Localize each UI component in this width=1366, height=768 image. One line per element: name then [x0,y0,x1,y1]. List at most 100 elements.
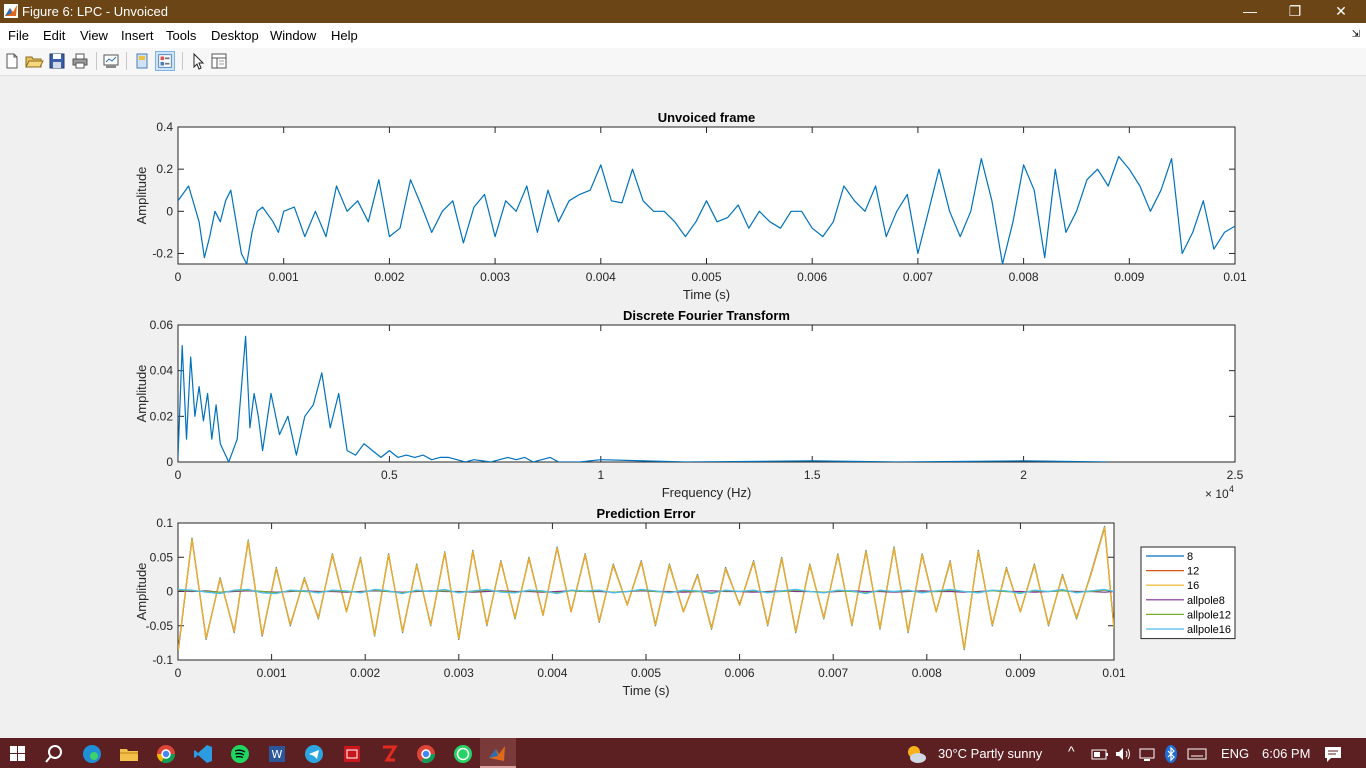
show-plot-tools-icon[interactable] [155,51,175,71]
x-tick-label: 1.5 [804,468,821,482]
x-tick-label: 0.002 [350,666,380,680]
x-tick-label: 0.004 [537,666,567,680]
legend-box [1140,546,1236,640]
legend-entry: allpole12 [1187,609,1231,621]
x-tick-label: 0.006 [725,666,755,680]
restore-button[interactable]: ❐ [1288,3,1302,19]
menu-help[interactable]: Help [331,28,358,43]
hide-plot-tools-icon[interactable] [132,51,152,71]
telegram-icon[interactable] [303,743,325,765]
series-line-0-0 [178,155,1235,264]
plot-area [177,324,1236,463]
word-icon[interactable]: W [266,743,288,765]
menu-file[interactable]: File [8,28,29,43]
figure-canvas: 0 0.001 0.002 0.003 0.004 0.005 0.006 0.007 0.00… [0,76,1366,736]
x-tick-label: 0.009 [1005,666,1035,680]
legend[interactable]: 8 12 16 allpole8 allpole12 allpole16 [1140,546,1236,640]
whatsapp-icon[interactable] [452,743,474,765]
show-hidden-icons-icon[interactable]: ^ [1068,743,1075,759]
print-icon[interactable] [70,51,90,71]
chart-title: Prediction Error [597,506,696,521]
x-tick-label: 0.002 [374,270,404,284]
legend-entry: allpole8 [1187,595,1225,607]
legend-entry: 12 [1187,566,1199,578]
filezilla-icon[interactable] [378,743,400,765]
weather-text[interactable]: 30°C Partly sunny [938,746,1043,761]
y-tick-label: 0.02 [150,409,174,423]
svg-text:W: W [272,748,283,761]
toolbar-separator [96,52,97,70]
vscode-icon[interactable] [192,743,214,765]
plot-area [177,126,1236,265]
adobe-icon[interactable] [341,743,363,765]
y-tick-label: 0.05 [150,550,174,564]
toolbar-separator [126,52,127,70]
new-figure-icon[interactable] [2,51,22,71]
title-bar: Figure 6: LPC - Unvoiced — ❐ ✕ [0,0,1366,23]
close-button[interactable]: ✕ [1335,3,1347,19]
x-tick-label: 0 [175,666,182,680]
x-tick-label: 0.001 [269,270,299,284]
x-tick-label: 0.003 [444,666,474,680]
keyboard-icon[interactable] [1186,743,1208,765]
menu-tools[interactable]: Tools [166,28,197,43]
x-exponent-base: × 10 [1205,487,1229,501]
volume-icon[interactable] [1112,743,1134,765]
x-tick-label: 0.006 [797,270,827,284]
y-tick-label: 0.4 [156,120,173,134]
x-tick-label: 1 [597,468,604,482]
y-tick-label: 0.04 [150,364,174,378]
menu-edit[interactable]: Edit [43,28,66,43]
x-tick-label: 0 [175,270,182,284]
property-inspector-icon[interactable] [209,51,229,71]
minimize-button[interactable]: — [1243,3,1257,19]
battery-icon[interactable] [1089,743,1111,765]
menu-insert[interactable]: Insert [121,28,154,43]
x-tick-label: 0.001 [257,666,287,680]
language-indicator[interactable]: ENG [1221,746,1250,761]
clock[interactable]: 6:06 PM [1262,746,1311,761]
link-plot-icon[interactable] [101,51,121,71]
chrome-profile-icon[interactable] [415,743,437,765]
x-tick-label: 2.5 [1227,468,1244,482]
edge-icon[interactable] [81,743,103,765]
toolbar-separator [182,52,183,70]
chrome-icon[interactable] [155,743,177,765]
search-icon[interactable] [43,743,65,765]
y-tick-label: -0.2 [152,246,173,260]
open-file-icon[interactable] [24,51,44,71]
x-tick-label: 0.5 [381,468,398,482]
matlab-app-icon [4,4,18,18]
chart-title: Discrete Fourier Transform [623,308,790,323]
network-icon[interactable] [1136,743,1158,765]
axes-prediction-error[interactable]: 0 0.001 0.002 0.003 0.004 0.005 0.006 0.007 0.00… [134,506,1126,698]
menu-view[interactable]: View [80,28,108,43]
axes-unvoiced-frame[interactable]: 0 0.001 0.002 0.003 0.004 0.005 0.006 0.007 0.00… [134,110,1247,302]
menu-desktop[interactable]: Desktop [211,28,259,43]
x-axis-label: Frequency (Hz) [662,485,752,500]
series-line-allpole16 [178,588,1114,595]
file-explorer-icon[interactable] [118,743,140,765]
expand-toolstrip-icon[interactable]: ⇲ [1351,29,1360,40]
x-tick-label: 0.005 [691,270,721,284]
x-axis-label: Time (s) [683,287,730,302]
bluetooth-icon[interactable] [1160,743,1182,765]
axes-discrete-fourier-transform[interactable]: 0 0.5 1 1.5 2 2.5 0 0.02 0.04 0.06 Discrete Fourie… [134,308,1244,501]
matlab-icon[interactable] [487,743,509,765]
start-icon[interactable] [7,743,29,765]
y-tick-label: 0 [166,585,173,599]
y-tick-label: 0 [166,204,173,218]
spotify-icon[interactable] [229,743,251,765]
x-exponent-power: 4 [1229,484,1234,494]
edit-plot-pointer-icon[interactable] [188,51,208,71]
notification-icon[interactable] [1322,743,1344,765]
legend-entry: 16 [1187,580,1199,592]
y-tick-label: -0.05 [146,619,174,633]
window-title: Figure 6: LPC - Unvoiced [22,4,168,19]
chart-title: Unvoiced frame [658,110,756,125]
y-axis-label: Amplitude [134,365,149,423]
weather-icon [908,746,926,763]
menu-window[interactable]: Window [270,28,317,43]
save-icon[interactable] [47,51,67,71]
figure-toolbar [0,48,1366,76]
